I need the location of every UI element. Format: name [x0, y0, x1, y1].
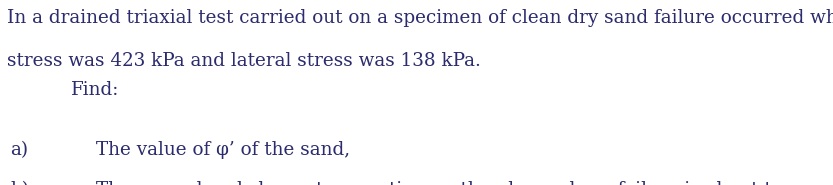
Text: a): a) [10, 141, 28, 159]
Text: stress was 423 kPa and lateral stress was 138 kPa.: stress was 423 kPa and lateral stress wa… [7, 52, 481, 70]
Text: Find:: Find: [71, 81, 119, 99]
Text: In a drained triaxial test carried out on a specimen of clean dry sand failure o: In a drained triaxial test carried out o… [7, 9, 833, 27]
Text: b): b) [10, 181, 29, 185]
Text: The normal and shear stress acting on the plane where failure is about to occur,: The normal and shear stress acting on th… [96, 181, 833, 185]
Text: The value of φ’ of the sand,: The value of φ’ of the sand, [96, 141, 350, 159]
